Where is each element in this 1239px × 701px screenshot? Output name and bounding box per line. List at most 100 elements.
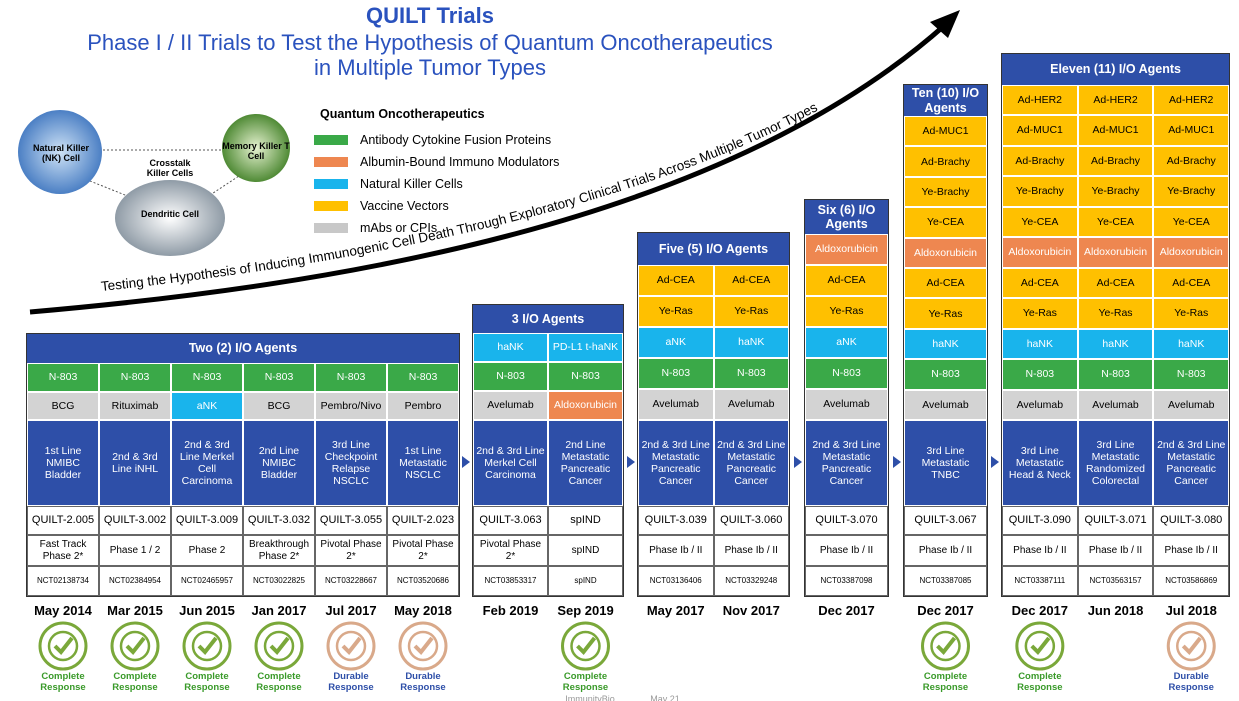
legend-label: Albumin-Bound Immuno Modulators [360,154,560,169]
indication: 2nd & 3rd Line Merkel Cell Carcinoma [171,420,243,506]
phase: spIND [548,535,623,566]
agent-cell: Ye-Ras [1002,298,1078,329]
agent-cell: N-803 [1002,359,1078,390]
agent-cell: Avelumab [1002,389,1078,420]
trial-id: QUILT-3.039 [638,506,714,535]
badge-core [119,630,151,662]
agent-cell: Avelumab [904,389,987,420]
flow-arrow [893,456,901,468]
phase: Pivotal Phase 2* [473,535,548,566]
agent-cell: Ad-CEA [1153,267,1230,298]
indication: 3rd Line Metastatic TNBC [904,420,987,506]
trial-id: QUILT-3.090 [1002,506,1078,535]
footer: May 21 [650,693,680,701]
group-frame [903,84,988,597]
legend-swatch [314,223,348,233]
badge-check [125,636,146,656]
agent-cell: haNK [1002,328,1078,359]
agent-cell: N-803 [27,363,99,392]
agent-cell: Ye-Ras [713,296,789,327]
nct-id: spIND [548,566,623,596]
trial-id: QUILT-3.070 [805,506,888,535]
legend-swatch [314,201,348,211]
phase: Phase 2 [171,535,243,566]
agent-cell: Ye-Brachy [1077,176,1154,207]
agent-cell: N-803 [1077,359,1154,390]
agent-cell: PD-L1 t-haNK [548,333,623,362]
flow-arrow [794,456,802,468]
trial-id: QUILT-2.005 [27,506,99,535]
date: Mar 2015 [107,602,163,618]
memory-cell-image [222,114,290,182]
nct-id: NCT03520686 [387,566,459,596]
agent-cell: Ad-Brachy [904,146,987,177]
phase: Pivotal Phase 2* [315,535,387,566]
agent-cell: Avelumab [473,391,548,420]
phase: Phase Ib / II [1077,535,1154,566]
agent-cell: Ad-MUC1 [1153,115,1230,146]
response-label: Complete Response [1017,671,1063,693]
agent-cell: Ad-MUC1 [1002,115,1078,146]
badge-core [335,630,367,662]
nct-id: NCT03136406 [638,566,714,596]
nct-id: NCT02384954 [99,566,171,596]
group-header: Ten (10) I/O Agents [904,85,987,116]
trial-id: QUILT-3.060 [713,506,789,535]
indication: 1st Line NMIBC Bladder [27,420,99,506]
agent-cell: Avelumab [805,389,888,420]
date: May 2017 [646,602,705,618]
legend-swatch [314,157,348,167]
agent-cell: Avelumab [638,389,714,420]
indication: 3rd Line Metastatic Head & Neck [1002,420,1078,506]
trial-id: QUILT-3.009 [171,506,243,535]
agent-cell: Aldoxorubicin [1002,237,1078,268]
subtitle: in Multiple Tumor Types [314,55,546,81]
agent-cell: N-803 [805,358,888,389]
agent-cell: Ad-MUC1 [1077,115,1154,146]
agent-cell: Avelumab [1077,389,1154,420]
agent-cell: Aldoxorubicin [1077,237,1154,268]
badge-core [191,630,223,662]
indication: 2nd & 3rd Line Metastatic Pancreatic Can… [713,420,789,506]
badge-check [197,636,218,656]
agent-cell: N-803 [713,358,789,389]
trial-id: QUILT-3.032 [243,506,315,535]
date: Jul 2018 [1165,602,1217,618]
nct-id: NCT03022825 [243,566,315,596]
legend-title: Quantum Oncotherapeutics [320,106,485,121]
phase: Phase Ib / II [713,535,789,566]
group-header: Six (6) I/O Agents [805,200,888,234]
nct-id: NCT03586869 [1153,566,1230,596]
badge-core [1176,630,1207,662]
phase: Phase Ib / II [638,535,714,566]
agent-cell: aNK [638,327,714,358]
agent-cell: Ye-Ras [1077,298,1154,329]
agent-cell: Ad-Brachy [1002,145,1078,176]
agent-cell: Ad-MUC1 [904,116,987,147]
phase: Phase Ib / II [1002,535,1078,566]
agent-cell: Ad-CEA [713,265,789,296]
group-frame [1001,52,1231,597]
legend-label: Antibody Cytokine Fusion Proteins [360,132,552,147]
legend-label: Natural Killer Cells [360,176,463,191]
legend-swatch [314,135,348,145]
response-label: Durable Response [400,671,446,693]
agent-cell: Ad-CEA [638,265,714,296]
phase: Breakthrough Phase 2* [243,535,315,566]
nct-id: NCT03853317 [473,566,548,596]
legend-swatch [314,179,348,189]
agent-cell: Rituximab [99,391,171,420]
footer: ImmunityBio [565,693,615,701]
badge-check [576,636,597,656]
agent-cell: Ye-CEA [1002,206,1078,237]
badge-check [341,636,362,656]
nct-id: NCT03329248 [713,566,789,596]
arrow-line [29,23,947,315]
response-label: Durable Response [328,671,374,693]
badge-check [1181,636,1202,656]
badge-check [53,636,74,656]
agent-cell: haNK [1153,328,1230,359]
legend-label: Vaccine Vectors [360,198,449,213]
phase: Phase Ib / II [1153,535,1230,566]
